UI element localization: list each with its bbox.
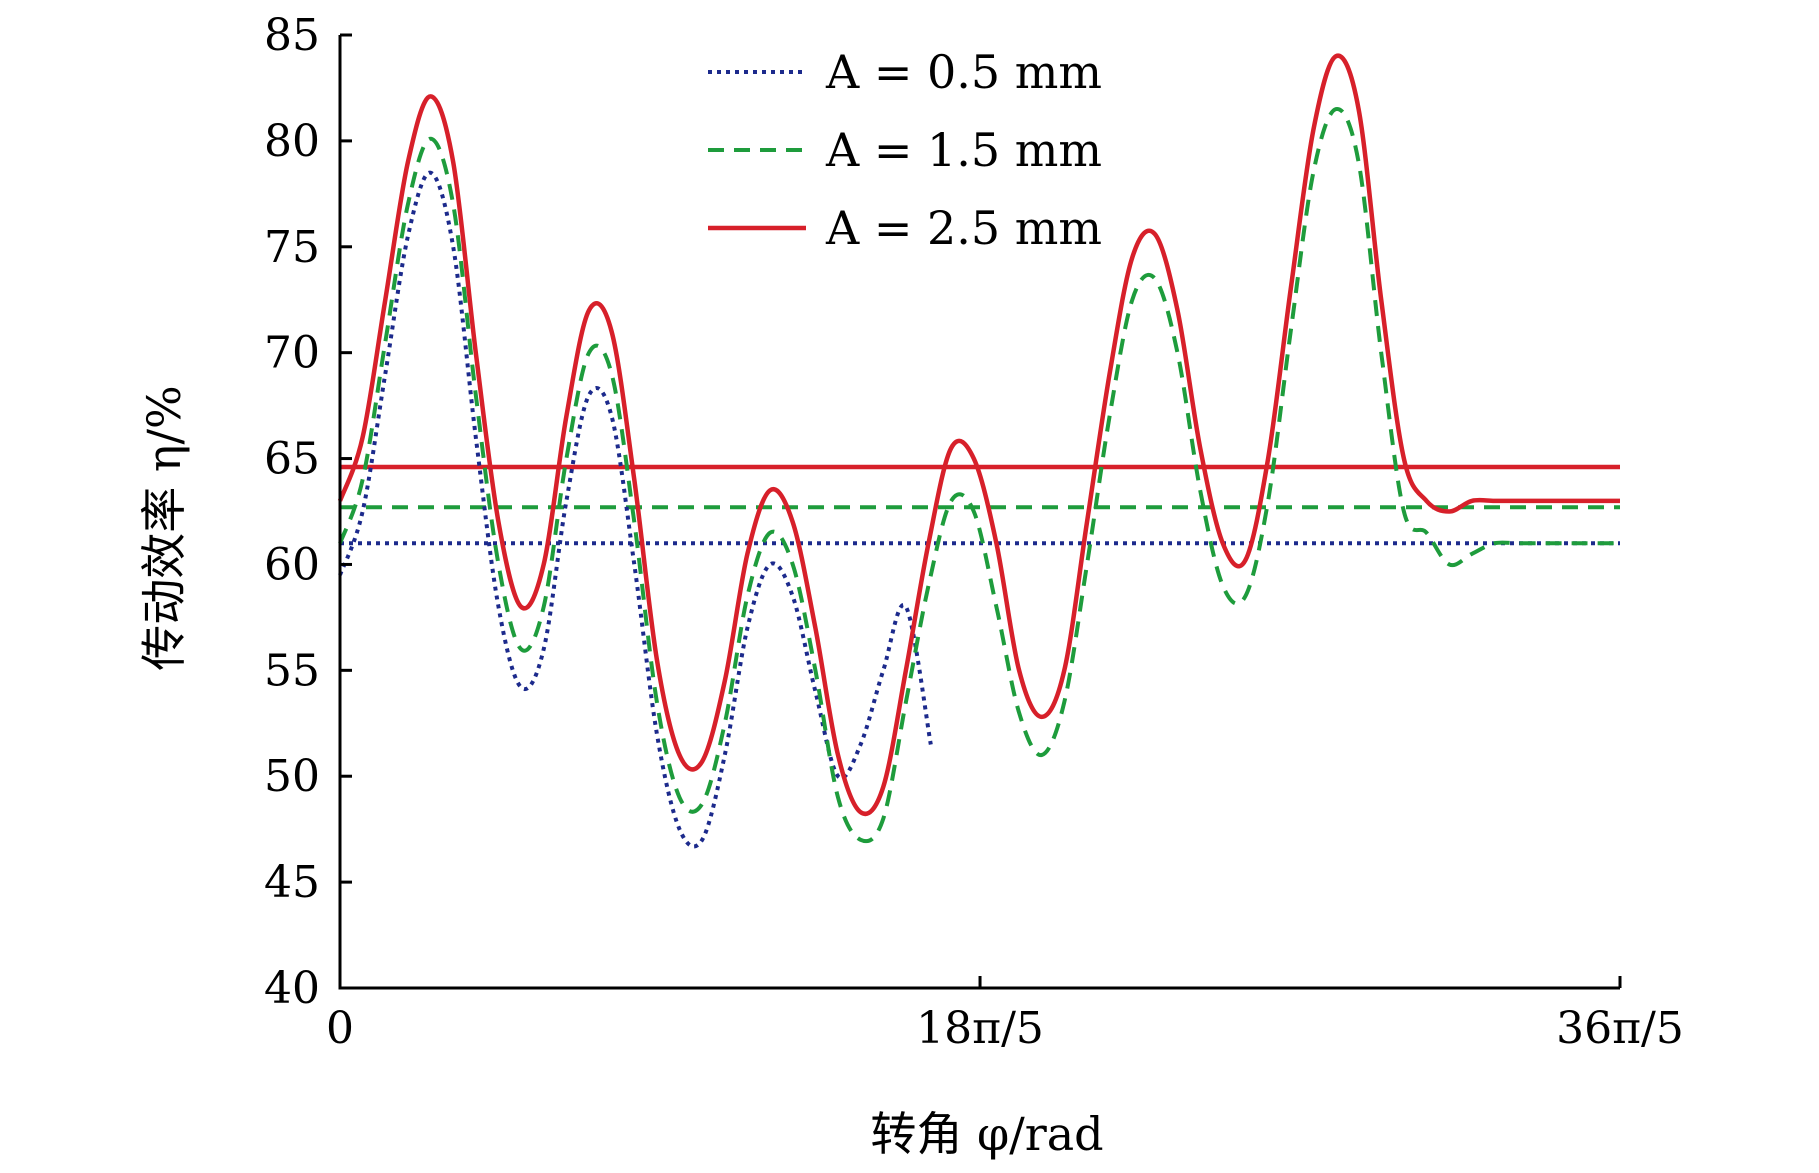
- y-tick-label: 75: [264, 222, 320, 273]
- y-axis-title: 传动效率 η/%: [137, 385, 191, 670]
- legend: A = 0.5 mm A = 1.5 mm A = 2.5 mm: [708, 45, 1102, 255]
- legend-label: A = 1.5 mm: [825, 123, 1102, 177]
- x-tick-label: 18π/5: [916, 1003, 1044, 1054]
- y-tick-label: 50: [264, 751, 320, 802]
- y-tick-label: 40: [264, 963, 320, 1014]
- series-line-2: [338, 107, 1620, 844]
- y-tick-label: 65: [264, 434, 320, 485]
- series-lines: [337, 53, 1620, 849]
- y-tick-label: 55: [264, 645, 320, 696]
- x-ticks: 0 18π/5 36π/5: [326, 976, 1684, 1054]
- x-tick-label: 36π/5: [1556, 1003, 1684, 1054]
- x-axis-title: 转角 φ/rad: [870, 1107, 1103, 1161]
- x-tick-label: 0: [326, 1003, 354, 1054]
- y-tick-label: 60: [264, 539, 320, 590]
- axes: 40 45 50 55 60 65 70 75 80 85 0 18π/5 36π/5: [264, 10, 1684, 1054]
- legend-label: A = 0.5 mm: [825, 45, 1102, 99]
- y-tick-label: 70: [264, 328, 320, 379]
- y-ticks: 40 45 50 55 60 65 70 75 80 85: [264, 10, 352, 1014]
- series-line-3: [337, 53, 1620, 817]
- y-tick-label: 85: [264, 10, 320, 61]
- plot-area: [337, 53, 1620, 849]
- series-line-1: [338, 170, 933, 849]
- legend-label: A = 2.5 mm: [825, 201, 1102, 255]
- y-tick-label: 45: [264, 857, 320, 908]
- y-tick-label: 80: [264, 116, 320, 167]
